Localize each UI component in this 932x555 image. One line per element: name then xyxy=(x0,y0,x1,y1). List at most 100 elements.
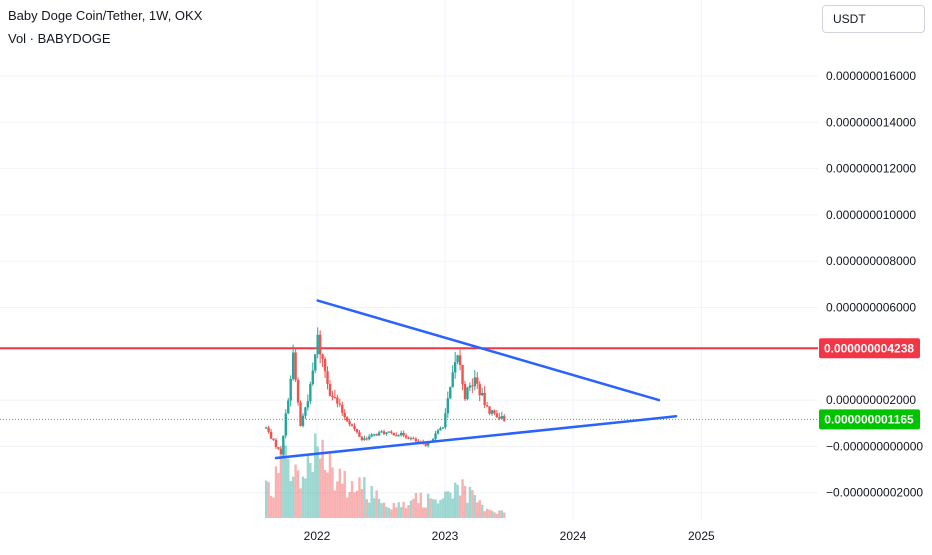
volume-bar xyxy=(453,482,457,518)
volume-bar xyxy=(434,499,437,518)
volume-bar xyxy=(382,502,386,518)
volume-bar xyxy=(289,481,292,518)
candle-body xyxy=(333,397,337,399)
volume-bar xyxy=(451,498,454,518)
volume-bar xyxy=(348,491,351,518)
current-price-badge-label: 0.000000001165 xyxy=(824,412,914,426)
candle-body xyxy=(375,434,378,436)
price-tick-label: 0.000000016000 xyxy=(826,69,916,83)
current-price-badge-bg xyxy=(819,409,920,430)
candle-body xyxy=(434,433,437,440)
volume-bar xyxy=(463,486,467,518)
volume-bar xyxy=(429,498,432,518)
candle-body xyxy=(409,438,413,440)
candle-body xyxy=(483,392,486,406)
candle-body xyxy=(363,438,366,440)
price-tick-label: 0.000000006000 xyxy=(826,301,916,315)
candle-body xyxy=(345,417,349,422)
candle-body xyxy=(316,334,319,355)
candle-body xyxy=(353,426,356,430)
candle-body xyxy=(412,438,415,440)
price-tick-label: 0.000000012000 xyxy=(826,162,916,176)
candle-body xyxy=(309,384,312,402)
price-axis[interactable]: 0.000000016000 0.000000014000 0.0000000120… xyxy=(818,0,932,550)
volume-bar xyxy=(500,510,504,518)
price-tick-label: 0.000000010000 xyxy=(826,208,916,222)
candle-body xyxy=(426,441,430,446)
volume-legend[interactable]: Vol · BABYDOGE xyxy=(8,31,111,46)
candle-body xyxy=(304,407,307,416)
volume-bar xyxy=(431,499,435,518)
time-axis[interactable]: 2022 2023 2024 2025 xyxy=(304,529,715,543)
symbol-title[interactable]: Baby Doge Coin/Tether, 1W, OKX xyxy=(8,8,203,23)
volume-bar xyxy=(417,503,420,518)
candle-body xyxy=(490,410,494,414)
candle-body xyxy=(306,401,310,408)
volume-bar xyxy=(299,488,302,518)
volume-bar xyxy=(360,489,364,518)
volume-bar xyxy=(372,498,376,518)
volume-bar xyxy=(498,510,501,518)
candle-body xyxy=(488,406,491,414)
trendlines[interactable] xyxy=(274,299,678,460)
candle-body xyxy=(402,432,405,436)
volume-bar xyxy=(301,476,305,518)
volume-bar xyxy=(345,497,349,518)
candle-body xyxy=(318,334,322,355)
volume-bar xyxy=(441,498,445,518)
volume-bar xyxy=(390,509,393,518)
volume-bar xyxy=(402,501,405,518)
candle-body xyxy=(468,385,472,388)
candle-body xyxy=(471,385,474,387)
candle-body xyxy=(500,416,504,419)
candle-body xyxy=(326,371,329,384)
resistance-price-badge-label: 0.000000004238 xyxy=(824,341,914,355)
volume-bar xyxy=(323,470,327,518)
price-tick-label: −0.000000000000 xyxy=(826,439,923,453)
volume-bar xyxy=(471,490,474,518)
volume-bar xyxy=(449,492,452,518)
volume-bar xyxy=(495,513,499,518)
candle-body xyxy=(272,438,275,441)
volume-bars xyxy=(264,433,506,518)
candle-body xyxy=(441,427,445,429)
price-tick-label: 0.000000008000 xyxy=(826,254,916,268)
volume-bar xyxy=(446,491,450,518)
candle-body xyxy=(289,378,292,401)
candle-body xyxy=(453,362,457,373)
candle-body xyxy=(368,436,371,440)
candle-body xyxy=(478,383,481,396)
candle-body xyxy=(341,404,344,413)
price-badges: 0.000000004238 0.000000001165 xyxy=(819,338,920,430)
volume-bar xyxy=(358,477,361,518)
volume-bar xyxy=(282,451,285,518)
candle-body xyxy=(348,421,351,425)
volume-bar xyxy=(336,481,339,518)
candle-body xyxy=(336,397,339,404)
volume-bar xyxy=(284,445,287,518)
candle-body xyxy=(328,383,332,396)
volume-bar xyxy=(478,500,481,518)
candle-body xyxy=(390,431,393,433)
volume-bar xyxy=(279,454,283,518)
candle-body xyxy=(370,434,373,437)
time-tick-label: 2023 xyxy=(432,529,459,543)
candle-body xyxy=(417,441,420,443)
volume-bar xyxy=(461,479,464,518)
time-tick-label: 2025 xyxy=(688,529,715,543)
volume-bar xyxy=(277,473,280,518)
volume-bar xyxy=(343,471,346,518)
volume-bar xyxy=(333,490,337,518)
candle-body xyxy=(264,427,268,429)
volume-bar xyxy=(353,492,356,518)
volume-bar xyxy=(436,503,440,518)
grid xyxy=(0,0,818,520)
volume-bar xyxy=(395,507,398,518)
candle-body xyxy=(314,354,317,371)
candle-body xyxy=(392,432,395,436)
price-axis-bg xyxy=(818,0,932,550)
volume-bar xyxy=(296,470,300,518)
currency-button[interactable]: USDT xyxy=(822,5,925,33)
